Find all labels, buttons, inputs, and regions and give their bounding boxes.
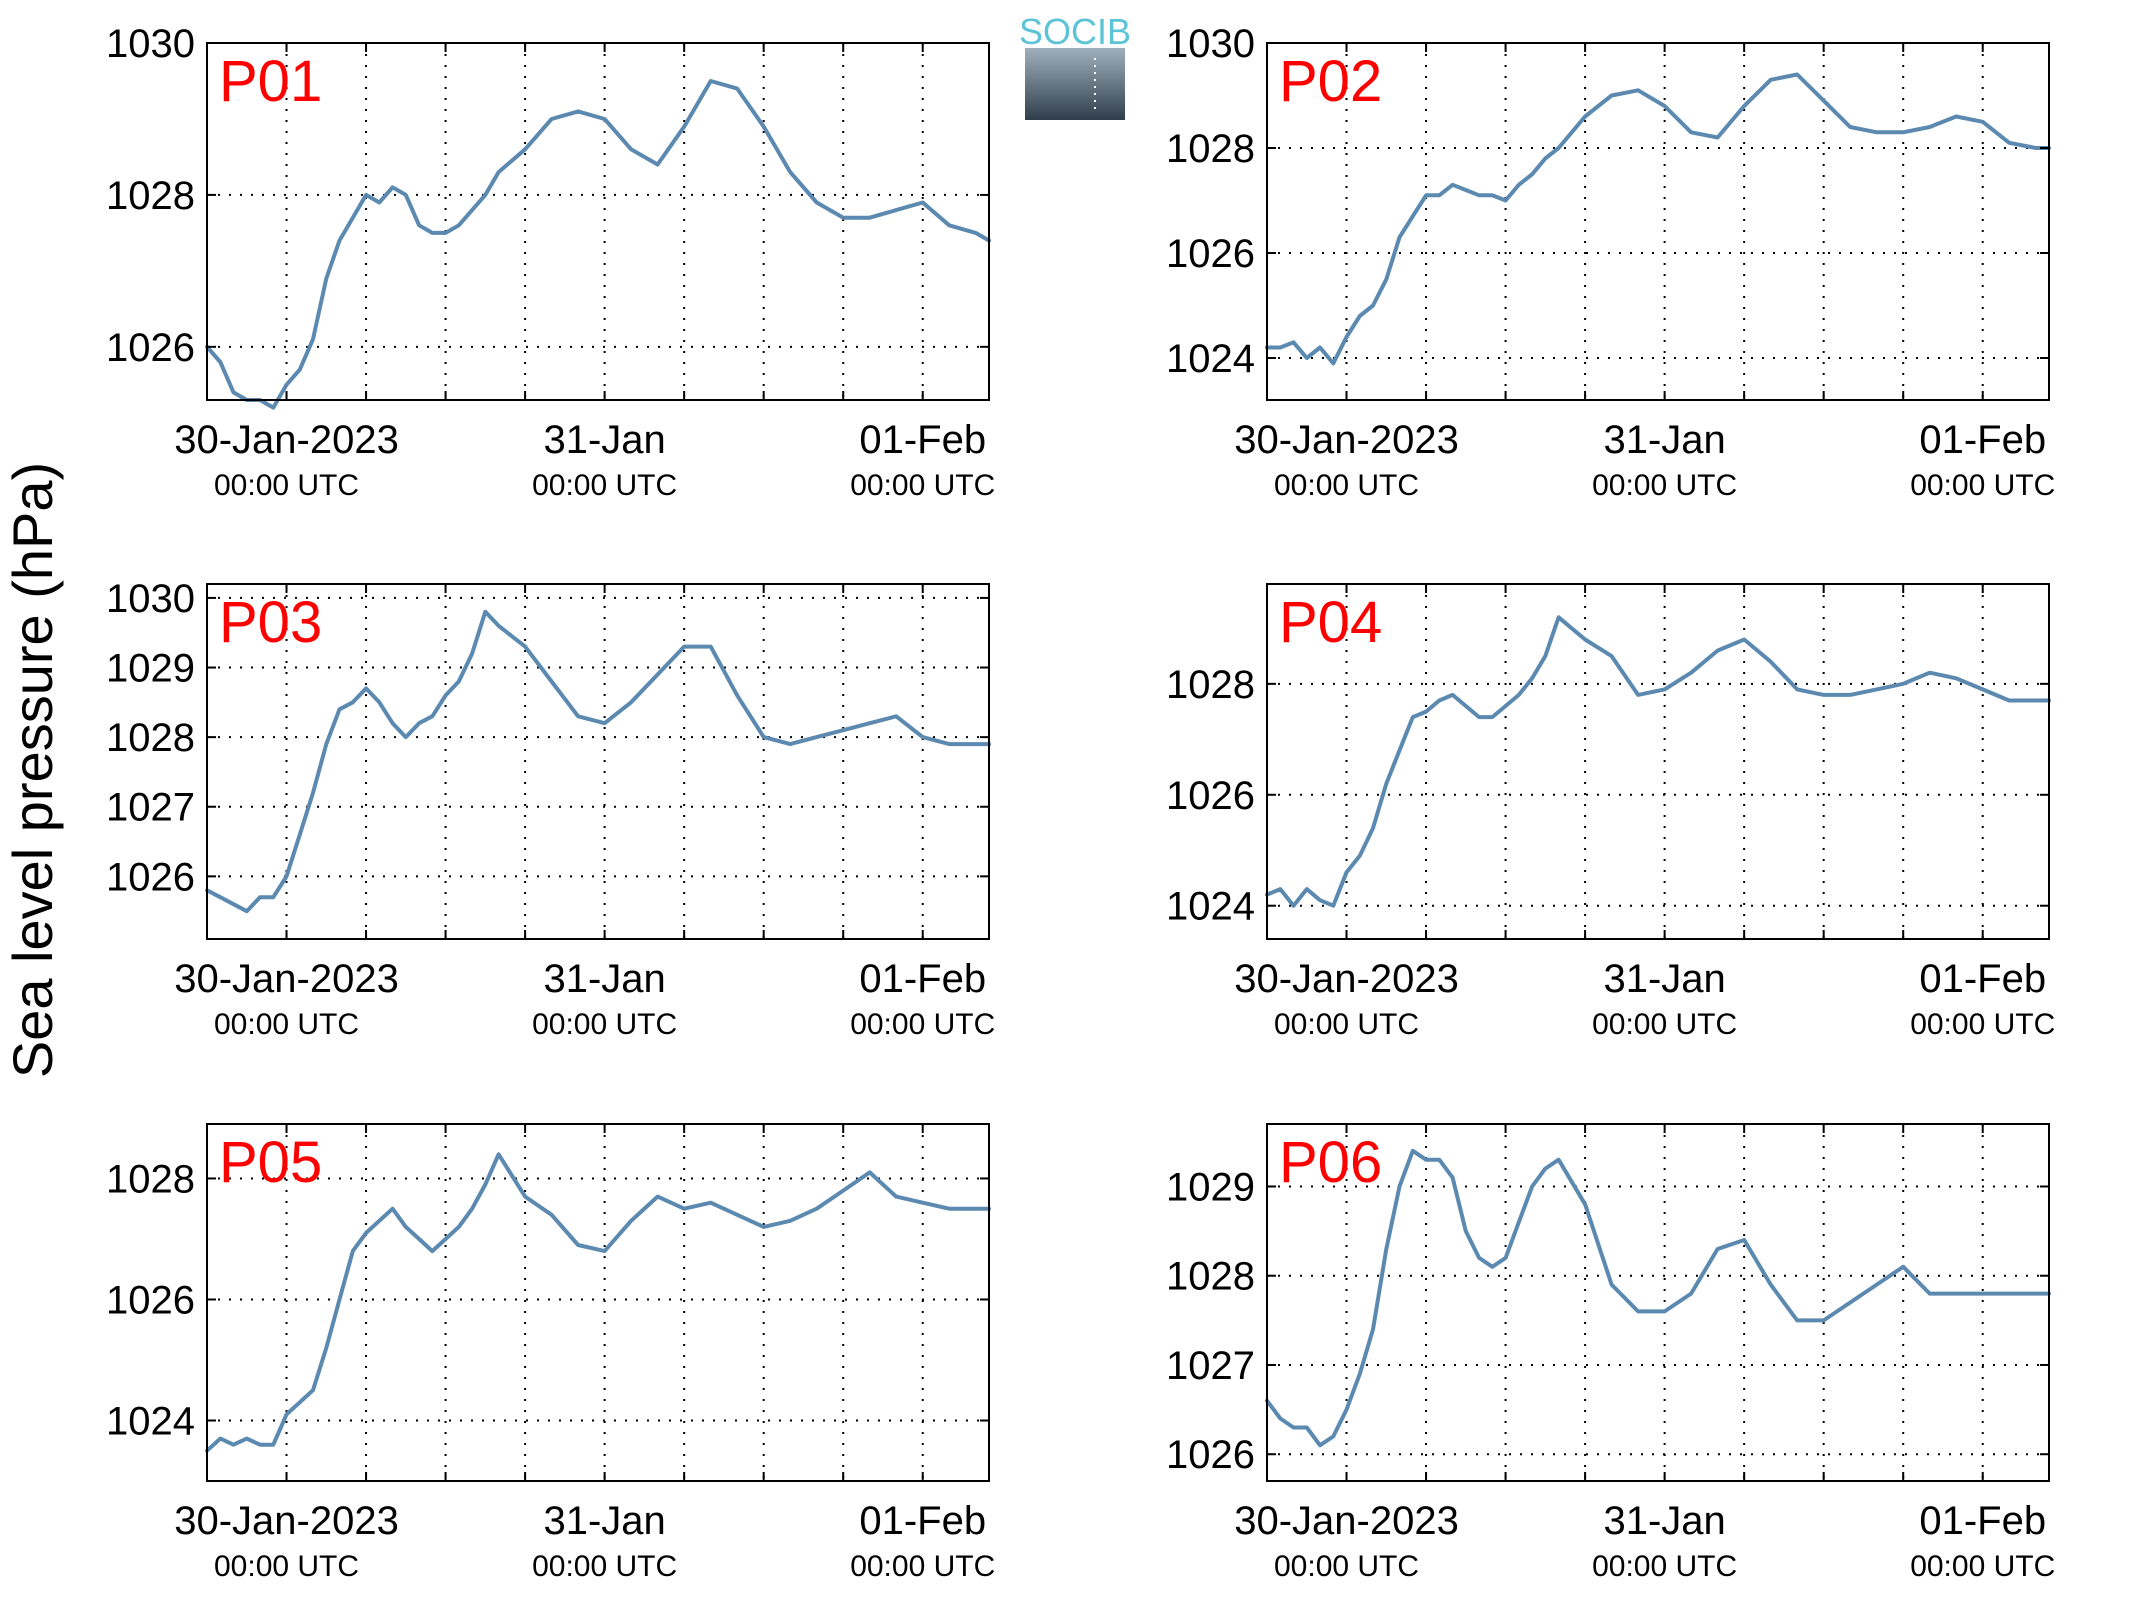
pressure-line <box>205 609 991 914</box>
panel-label: P04 <box>1279 590 1382 655</box>
x-tick-label-time: 00:00 UTC <box>1274 1008 1419 1041</box>
panel-label: P05 <box>219 1130 322 1195</box>
y-tick-label: 1028 <box>1166 663 1255 707</box>
x-tick-label-time: 00:00 UTC <box>1910 1008 2055 1041</box>
x-tick-label-date: 01-Feb <box>859 957 986 1001</box>
x-tick-label-time: 00:00 UTC <box>850 469 995 502</box>
axes-frame <box>1266 42 2050 401</box>
panels: 1026 1028 1030 30-Jan-2023 00:00 UTC 31-Jan 00… <box>106 22 2055 1583</box>
x-tick-label-date: 31-Jan <box>1603 418 1725 462</box>
x-tick-label-time: 00:00 UTC <box>850 1008 995 1041</box>
x-tick-label-date: 30-Jan-2023 <box>1234 1499 1459 1543</box>
x-tick-label-date: 30-Jan-2023 <box>1234 418 1459 462</box>
axes-frame <box>206 583 990 940</box>
y-tick-label: 1030 <box>106 577 195 621</box>
y-tick-label: 1026 <box>1166 232 1255 276</box>
panel-p03: 1026 1027 1028 1029 1030 30-Jan-2023 00:00 UTC… <box>106 577 995 1041</box>
y-tick-label: 1024 <box>1166 337 1255 381</box>
y-tick-label: 1024 <box>1166 885 1255 929</box>
panel-p06: 1026 1027 1028 1029 30-Jan-2023 00:00 UTC 31-J… <box>1166 1123 2055 1583</box>
y-tick-label: 1028 <box>106 174 195 218</box>
panel-p02: 1024 1026 1028 1030 30-Jan-2023 00:00 UTC 31-J… <box>1166 22 2055 502</box>
x-tick-label-date: 31-Jan <box>543 957 665 1001</box>
panel-p04: 1024 1026 1028 30-Jan-2023 00:00 UTC 31-Jan 00… <box>1166 583 2055 1041</box>
y-tick-label: 1026 <box>1166 774 1255 818</box>
y-tick-label: 1026 <box>106 1278 195 1322</box>
x-tick-label-date: 31-Jan <box>543 1499 665 1543</box>
x-tick-label-time: 00:00 UTC <box>850 1550 995 1583</box>
x-tick-label-time: 00:00 UTC <box>1910 1550 2055 1583</box>
x-tick-label-date: 30-Jan-2023 <box>174 418 399 462</box>
panel-label: P03 <box>219 590 322 655</box>
x-tick-label-time: 00:00 UTC <box>532 1008 677 1041</box>
x-tick-label-time: 00:00 UTC <box>214 1550 359 1583</box>
y-axis-label: Sea level pressure (hPa) <box>1 462 64 1078</box>
x-tick-label-time: 00:00 UTC <box>532 1550 677 1583</box>
x-tick-label-date: 31-Jan <box>543 418 665 462</box>
x-tick-label-time: 00:00 UTC <box>214 469 359 502</box>
x-tick-label-date: 30-Jan-2023 <box>1234 957 1459 1001</box>
x-tick-label-date: 01-Feb <box>1919 957 2046 1001</box>
x-tick-label-date: 01-Feb <box>1919 418 2046 462</box>
y-tick-label: 1028 <box>106 716 195 760</box>
x-tick-label-date: 01-Feb <box>859 1499 986 1543</box>
axes-frame <box>1266 1123 2050 1482</box>
y-tick-label: 1030 <box>106 22 195 66</box>
y-tick-label: 1027 <box>1166 1344 1255 1388</box>
pressure-line <box>1265 72 2051 366</box>
y-tick-label: 1028 <box>1166 1255 1255 1299</box>
y-tick-label: 1026 <box>106 326 195 370</box>
y-tick-label: 1030 <box>1166 22 1255 66</box>
x-tick-label-date: 30-Jan-2023 <box>174 1499 399 1543</box>
socib-logo: SOCIB <box>1019 11 1131 120</box>
pressure-line <box>205 1152 991 1453</box>
x-tick-label-date: 31-Jan <box>1603 1499 1725 1543</box>
y-tick-label: 1029 <box>1166 1165 1255 1209</box>
logo-block <box>1025 48 1125 120</box>
y-tick-label: 1029 <box>106 647 195 691</box>
axes-frame <box>206 1123 990 1482</box>
x-tick-label-time: 00:00 UTC <box>1592 469 1737 502</box>
panel-label: P06 <box>1279 1130 1382 1195</box>
y-tick-label: 1028 <box>106 1157 195 1201</box>
x-tick-label-date: 30-Jan-2023 <box>174 957 399 1001</box>
x-tick-label-time: 00:00 UTC <box>1592 1008 1737 1041</box>
y-tick-label: 1026 <box>1166 1433 1255 1477</box>
x-tick-label-time: 00:00 UTC <box>532 469 677 502</box>
pressure-line <box>1265 615 2051 908</box>
y-tick-label: 1027 <box>106 786 195 830</box>
x-tick-label-time: 00:00 UTC <box>1592 1550 1737 1583</box>
y-tick-label: 1028 <box>1166 127 1255 171</box>
x-tick-label-date: 31-Jan <box>1603 957 1725 1001</box>
axes-frame <box>1266 583 2050 940</box>
logo-text: SOCIB <box>1019 11 1131 52</box>
x-tick-label-date: 01-Feb <box>1919 1499 2046 1543</box>
x-tick-label-time: 00:00 UTC <box>1274 1550 1419 1583</box>
x-tick-label-time: 00:00 UTC <box>1910 469 2055 502</box>
panel-p05: 1024 1026 1028 30-Jan-2023 00:00 UTC 31-Jan 00… <box>106 1123 995 1583</box>
x-tick-label-time: 00:00 UTC <box>1274 469 1419 502</box>
x-tick-label-time: 00:00 UTC <box>214 1008 359 1041</box>
panel-label: P02 <box>1279 49 1382 114</box>
axes-frame <box>206 42 990 401</box>
panel-label: P01 <box>219 49 322 114</box>
pressure-line <box>1265 1148 2051 1448</box>
panel-p01: 1026 1028 1030 30-Jan-2023 00:00 UTC 31-Jan 00… <box>106 22 995 502</box>
y-tick-label: 1026 <box>106 855 195 899</box>
x-tick-label-date: 01-Feb <box>859 418 986 462</box>
pressure-line <box>205 79 991 410</box>
y-tick-label: 1024 <box>106 1399 195 1443</box>
